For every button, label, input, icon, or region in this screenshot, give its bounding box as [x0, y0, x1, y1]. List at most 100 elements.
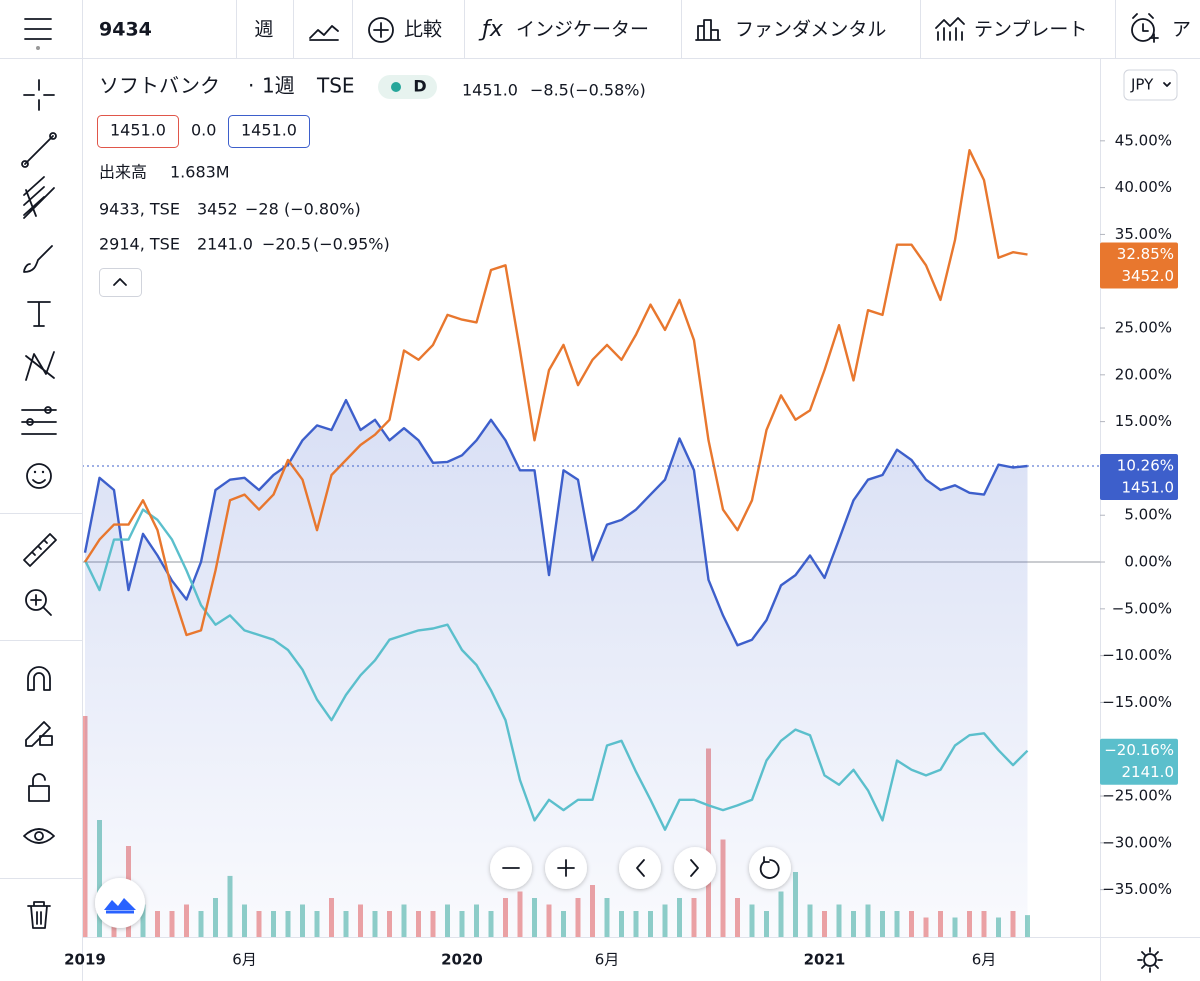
collapse-legend-button[interactable] [99, 268, 142, 297]
indicators-label[interactable]: インジケーター [516, 19, 649, 41]
scroll-right-button[interactable] [674, 847, 716, 889]
y-tick-label: −5.00% [1112, 599, 1172, 617]
brush-tool[interactable] [23, 245, 53, 273]
x-tick-label: 6月 [972, 951, 997, 969]
menu-button[interactable] [24, 18, 52, 50]
y-tick-label: −30.00% [1102, 833, 1172, 851]
compare-button[interactable]: 比較 [368, 17, 442, 43]
y-tick-label: 35.00% [1115, 225, 1172, 243]
ask[interactable]: 1451.0 [241, 121, 297, 140]
legend: ソフトバンク · 1週 TSE D 1451.0 −8.5 (−0.58%) 1… [97, 74, 646, 297]
compare-price: 3452 [197, 200, 238, 219]
compare-change: −20.5 [262, 235, 311, 254]
zoom-out-button[interactable] [490, 847, 532, 889]
templates-button[interactable]: テンプレート [935, 17, 1087, 41]
currency-button[interactable]: JPY [1123, 69, 1178, 101]
left-toolbar [0, 79, 82, 929]
price-change: −8.5 [530, 81, 569, 100]
prediction-tool[interactable] [21, 406, 57, 435]
visibility-tool[interactable] [23, 828, 55, 844]
zoom-tool[interactable] [25, 589, 52, 616]
y-tick-label: 25.00% [1115, 319, 1172, 337]
end-label-box [1100, 242, 1178, 289]
logo[interactable] [95, 878, 145, 928]
price-change-pct: (−0.58%) [569, 81, 646, 100]
end-label: 32.85% [1117, 245, 1174, 263]
y-tick-label: 5.00% [1124, 506, 1172, 524]
fx-icon: ƒx [478, 17, 504, 42]
spread: 0.0 [191, 121, 216, 140]
compare-change-pct: (−0.95%) [313, 235, 390, 254]
bid-box[interactable] [97, 115, 179, 148]
trendline-tool[interactable] [21, 132, 57, 168]
price-label: 2141.0 [1122, 763, 1175, 781]
volume-value: 1.683M [170, 163, 230, 182]
fib-tool[interactable] [23, 176, 55, 219]
y-tick-label: −25.00% [1102, 787, 1172, 805]
compare-change-pct: (−0.80%) [284, 200, 361, 219]
y-tick-label: −10.00% [1102, 646, 1172, 664]
series-area [85, 400, 1028, 938]
x-tick-label: 6月 [232, 951, 257, 969]
x-tick-label: 6月 [595, 951, 620, 969]
fundamentals-button[interactable]: ファンダメンタル [695, 19, 886, 41]
compare-price: 2141.0 [197, 235, 253, 254]
symbol-name: ソフトバンク [99, 74, 220, 98]
legend-interval: 1週 [262, 74, 295, 98]
crosshair-tool[interactable] [23, 79, 55, 111]
price-label: 3452.0 [1122, 267, 1175, 285]
settings-button[interactable] [1137, 947, 1163, 973]
volume-label: 出来高 [99, 163, 147, 182]
badge-label: D [413, 77, 426, 96]
icon-tool[interactable] [26, 463, 52, 489]
pattern-tool[interactable] [25, 351, 55, 381]
end-label: 10.26% [1117, 456, 1174, 474]
ruler-tool[interactable] [23, 533, 57, 567]
status-badge[interactable] [378, 75, 437, 99]
currency-box[interactable] [1123, 69, 1178, 101]
y-tick-label: 15.00% [1115, 412, 1172, 430]
ask-box[interactable] [228, 115, 310, 148]
symbol[interactable]: 9434 [99, 19, 152, 41]
text-tool[interactable] [27, 301, 51, 327]
price-label: 1451.0 [1122, 478, 1175, 496]
lock-drawing-tool[interactable] [25, 721, 53, 747]
interval[interactable]: 週 [254, 19, 273, 41]
bid[interactable]: 1451.0 [110, 121, 166, 140]
y-tick-label: 20.00% [1115, 365, 1172, 383]
magnet-tool[interactable] [27, 666, 51, 691]
compare-label[interactable]: 比較 [404, 19, 442, 41]
end-label: −20.16% [1104, 741, 1174, 759]
series-line [83, 149, 1028, 637]
series-line [83, 398, 1028, 647]
alert-button[interactable]: ア [1131, 13, 1191, 43]
reset-button[interactable] [749, 847, 791, 889]
series-line [83, 508, 1029, 831]
scroll-left-button[interactable] [619, 847, 661, 889]
compare-symbol: 9433, TSE [99, 200, 180, 219]
templates-label[interactable]: テンプレート [974, 19, 1087, 41]
compare-change: −28 [245, 200, 279, 219]
chart-style-button[interactable] [309, 25, 339, 41]
x-tick-label: 2021 [804, 951, 846, 969]
nav-buttons [95, 847, 791, 928]
market-dot [391, 82, 401, 92]
x-tick-label: 2019 [64, 951, 106, 969]
y-tick-label: 0.00% [1124, 553, 1172, 571]
last-price: 1451.0 [462, 81, 518, 100]
zoom-in-button[interactable] [545, 847, 587, 889]
plot-area [82, 149, 1100, 938]
toolbar-bg [0, 0, 1200, 58]
alert-label[interactable]: ア [1172, 19, 1191, 41]
unlock-tool[interactable] [28, 773, 50, 802]
indicators-button[interactable]: ƒx インジケーター [478, 17, 649, 42]
delete-tool[interactable] [27, 901, 51, 929]
currency[interactable]: JPY [1130, 76, 1154, 94]
end-label-box [1100, 453, 1178, 500]
compare-symbol: 2914, TSE [99, 235, 180, 254]
fundamentals-label[interactable]: ファンダメンタル [735, 19, 886, 41]
y-tick-label: −15.00% [1102, 693, 1172, 711]
